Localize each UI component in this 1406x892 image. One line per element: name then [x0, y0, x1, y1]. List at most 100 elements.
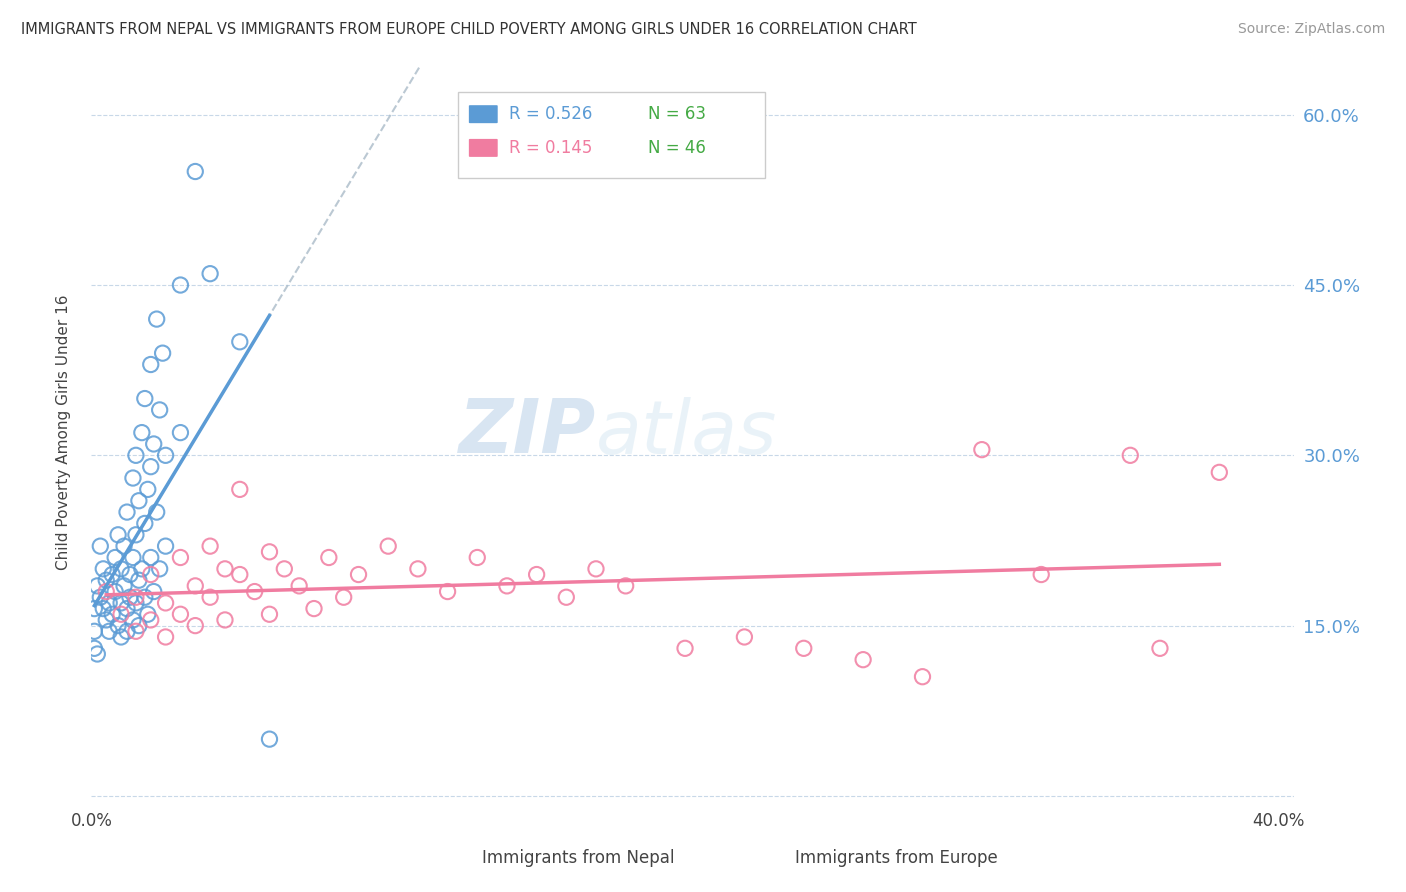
Point	[1149, 641, 1171, 656]
Point	[131, 425, 153, 440]
Text: N = 46: N = 46	[648, 139, 706, 157]
Point	[128, 618, 150, 632]
Text: Immigrants from Nepal: Immigrants from Nepal	[482, 849, 675, 867]
Point	[214, 613, 236, 627]
Point	[115, 601, 138, 615]
Point	[136, 607, 159, 622]
Text: ZIP: ZIP	[458, 396, 596, 469]
Point	[496, 579, 519, 593]
Point	[98, 596, 121, 610]
Point	[406, 562, 429, 576]
Point	[614, 579, 637, 593]
Point	[169, 607, 191, 622]
Point	[139, 613, 162, 627]
FancyBboxPatch shape	[444, 850, 474, 868]
Point	[793, 641, 815, 656]
Point	[118, 591, 141, 605]
Point	[125, 448, 148, 462]
Point	[259, 732, 281, 747]
Point	[273, 562, 295, 576]
Text: R = 0.526: R = 0.526	[509, 105, 592, 123]
Point	[169, 550, 191, 565]
Point	[101, 567, 124, 582]
Point	[555, 591, 578, 605]
Point	[1208, 466, 1230, 480]
Point	[134, 392, 156, 406]
Point	[101, 607, 124, 622]
Point	[155, 596, 177, 610]
Point	[110, 562, 132, 576]
Point	[302, 601, 325, 615]
Point	[259, 607, 281, 622]
Point	[377, 539, 399, 553]
Text: atlas: atlas	[596, 397, 778, 468]
Point	[83, 641, 105, 656]
Point	[91, 601, 114, 615]
Point	[139, 459, 162, 474]
Point	[184, 164, 207, 178]
Point	[145, 505, 167, 519]
Point	[184, 618, 207, 632]
Point	[128, 573, 150, 587]
Point	[96, 573, 118, 587]
Point	[139, 550, 162, 565]
Point	[1119, 448, 1142, 462]
Point	[229, 334, 252, 349]
Point	[122, 613, 145, 627]
Point	[86, 579, 108, 593]
Point	[118, 567, 141, 582]
Point	[91, 562, 114, 576]
Point	[125, 591, 148, 605]
Point	[852, 653, 875, 667]
Point	[142, 437, 165, 451]
Point	[89, 591, 111, 605]
Point	[198, 539, 221, 553]
Text: R = 0.145: R = 0.145	[509, 139, 592, 157]
Point	[198, 591, 221, 605]
Point	[89, 539, 111, 553]
Point	[142, 584, 165, 599]
Point	[122, 550, 145, 565]
Point	[198, 267, 221, 281]
Point	[128, 493, 150, 508]
Point	[155, 448, 177, 462]
Point	[125, 596, 148, 610]
Point	[110, 630, 132, 644]
Y-axis label: Child Poverty Among Girls Under 16: Child Poverty Among Girls Under 16	[56, 295, 70, 570]
Point	[155, 539, 177, 553]
Point	[83, 601, 105, 615]
Text: Source: ZipAtlas.com: Source: ZipAtlas.com	[1237, 22, 1385, 37]
Point	[86, 647, 108, 661]
Point	[145, 312, 167, 326]
Text: IMMIGRANTS FROM NEPAL VS IMMIGRANTS FROM EUROPE CHILD POVERTY AMONG GIRLS UNDER : IMMIGRANTS FROM NEPAL VS IMMIGRANTS FROM…	[21, 22, 917, 37]
Point	[104, 584, 127, 599]
Point	[436, 584, 458, 599]
Point	[134, 516, 156, 531]
Point	[98, 624, 121, 639]
Point	[673, 641, 696, 656]
Point	[125, 624, 148, 639]
Point	[347, 567, 370, 582]
Point	[465, 550, 488, 565]
FancyBboxPatch shape	[468, 105, 498, 123]
Point	[288, 579, 311, 593]
FancyBboxPatch shape	[458, 92, 765, 178]
Point	[115, 624, 138, 639]
Point	[139, 358, 162, 372]
Point	[96, 584, 118, 599]
Point	[139, 567, 162, 582]
Point	[115, 505, 138, 519]
Text: N = 63: N = 63	[648, 105, 706, 123]
Point	[229, 567, 252, 582]
Point	[134, 591, 156, 605]
Point	[125, 528, 148, 542]
Point	[96, 613, 118, 627]
Point	[149, 403, 172, 417]
Point	[169, 278, 191, 293]
Point	[107, 618, 129, 632]
Point	[332, 591, 354, 605]
Point	[970, 442, 993, 457]
Point	[112, 539, 135, 553]
Point	[585, 562, 607, 576]
Point	[155, 630, 177, 644]
